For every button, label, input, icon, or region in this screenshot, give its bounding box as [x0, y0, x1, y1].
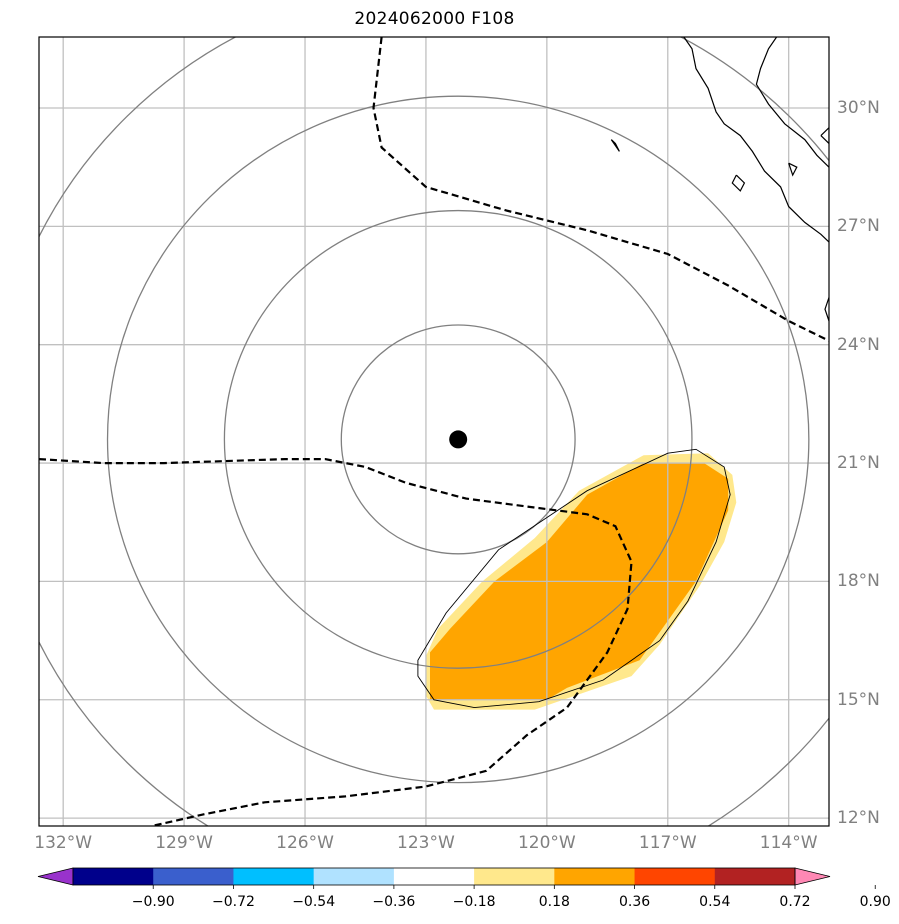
colorbar-tick-label: −0.54: [292, 894, 336, 910]
colorbar-tick-label: 0.54: [699, 894, 731, 910]
storm-center-marker: [449, 430, 468, 449]
coastline-segment: [610, 139, 620, 152]
map-plot-area: [39, 37, 829, 826]
range-ring: [106, 95, 810, 784]
longitude-label: 117°W: [638, 833, 697, 853]
latitude-label: 30°N: [837, 98, 880, 118]
colorbar-tick-label: −0.36: [372, 894, 416, 910]
colorbar-segment: [554, 868, 636, 885]
colorbar-segment: [393, 868, 475, 885]
range-ring: [223, 209, 693, 669]
coastline-segment: [788, 162, 798, 177]
longitude-label: 120°W: [517, 833, 576, 853]
coastline-segment: [731, 174, 746, 192]
dashed-contour-line: [39, 458, 633, 826]
colorbar-tick-label: −0.18: [452, 894, 496, 910]
latitude-label: 18°N: [837, 571, 880, 592]
longitude-label: 132°W: [34, 833, 93, 853]
colorbar-tick-label: −0.72: [211, 894, 255, 910]
colorbar-segment: [474, 868, 555, 885]
latitude-label: 12°N: [837, 808, 880, 829]
coastline-segment: [824, 297, 829, 322]
dashed-contours: [39, 37, 829, 826]
colorbar-segment: [634, 868, 716, 885]
colorbar-tick-label: −0.90: [131, 894, 175, 910]
colorbar-extend-low: [37, 867, 74, 886]
colorbar: [37, 867, 876, 889]
colorbar-segment: [313, 868, 395, 885]
graticule: [39, 37, 829, 826]
range-ring: [39, 37, 829, 826]
map-frame: [38, 36, 830, 827]
latitude-label: 21°N: [837, 453, 880, 474]
colorbar-segment: [233, 868, 315, 885]
coastline-segment: [683, 37, 829, 243]
dashed-contour-line: [372, 37, 829, 342]
longitude-label: 126°W: [276, 833, 334, 853]
colorbar-tick-label: 0.72: [779, 894, 811, 910]
colorbar-tick-label: 0.36: [618, 894, 651, 910]
map-title: 2024062000 F108: [354, 9, 515, 29]
colorbar-segment: [153, 868, 234, 885]
coastline-segment: [755, 37, 829, 168]
latitude-label: 27°N: [837, 216, 880, 237]
range-ring: [340, 324, 576, 555]
latitude-label: 24°N: [837, 334, 880, 355]
colorbar-tick-label: 0.90: [859, 894, 891, 910]
colorbar-segment: [714, 868, 796, 885]
coastline-segment: [820, 126, 829, 145]
longitude-label: 123°W: [397, 833, 455, 853]
range-rings: [39, 37, 829, 826]
latitude-label: 15°N: [837, 689, 880, 710]
contour-0.18: [417, 448, 731, 709]
colorbar-segment: [73, 868, 154, 885]
colorbar-frame: [72, 867, 796, 886]
colorbar-tick-label: 0.18: [538, 894, 570, 910]
colorbar-extend-high: [794, 867, 831, 886]
longitude-label: 114°W: [759, 833, 818, 853]
longitude-label: 129°W: [155, 833, 213, 853]
coastline: [610, 37, 829, 322]
